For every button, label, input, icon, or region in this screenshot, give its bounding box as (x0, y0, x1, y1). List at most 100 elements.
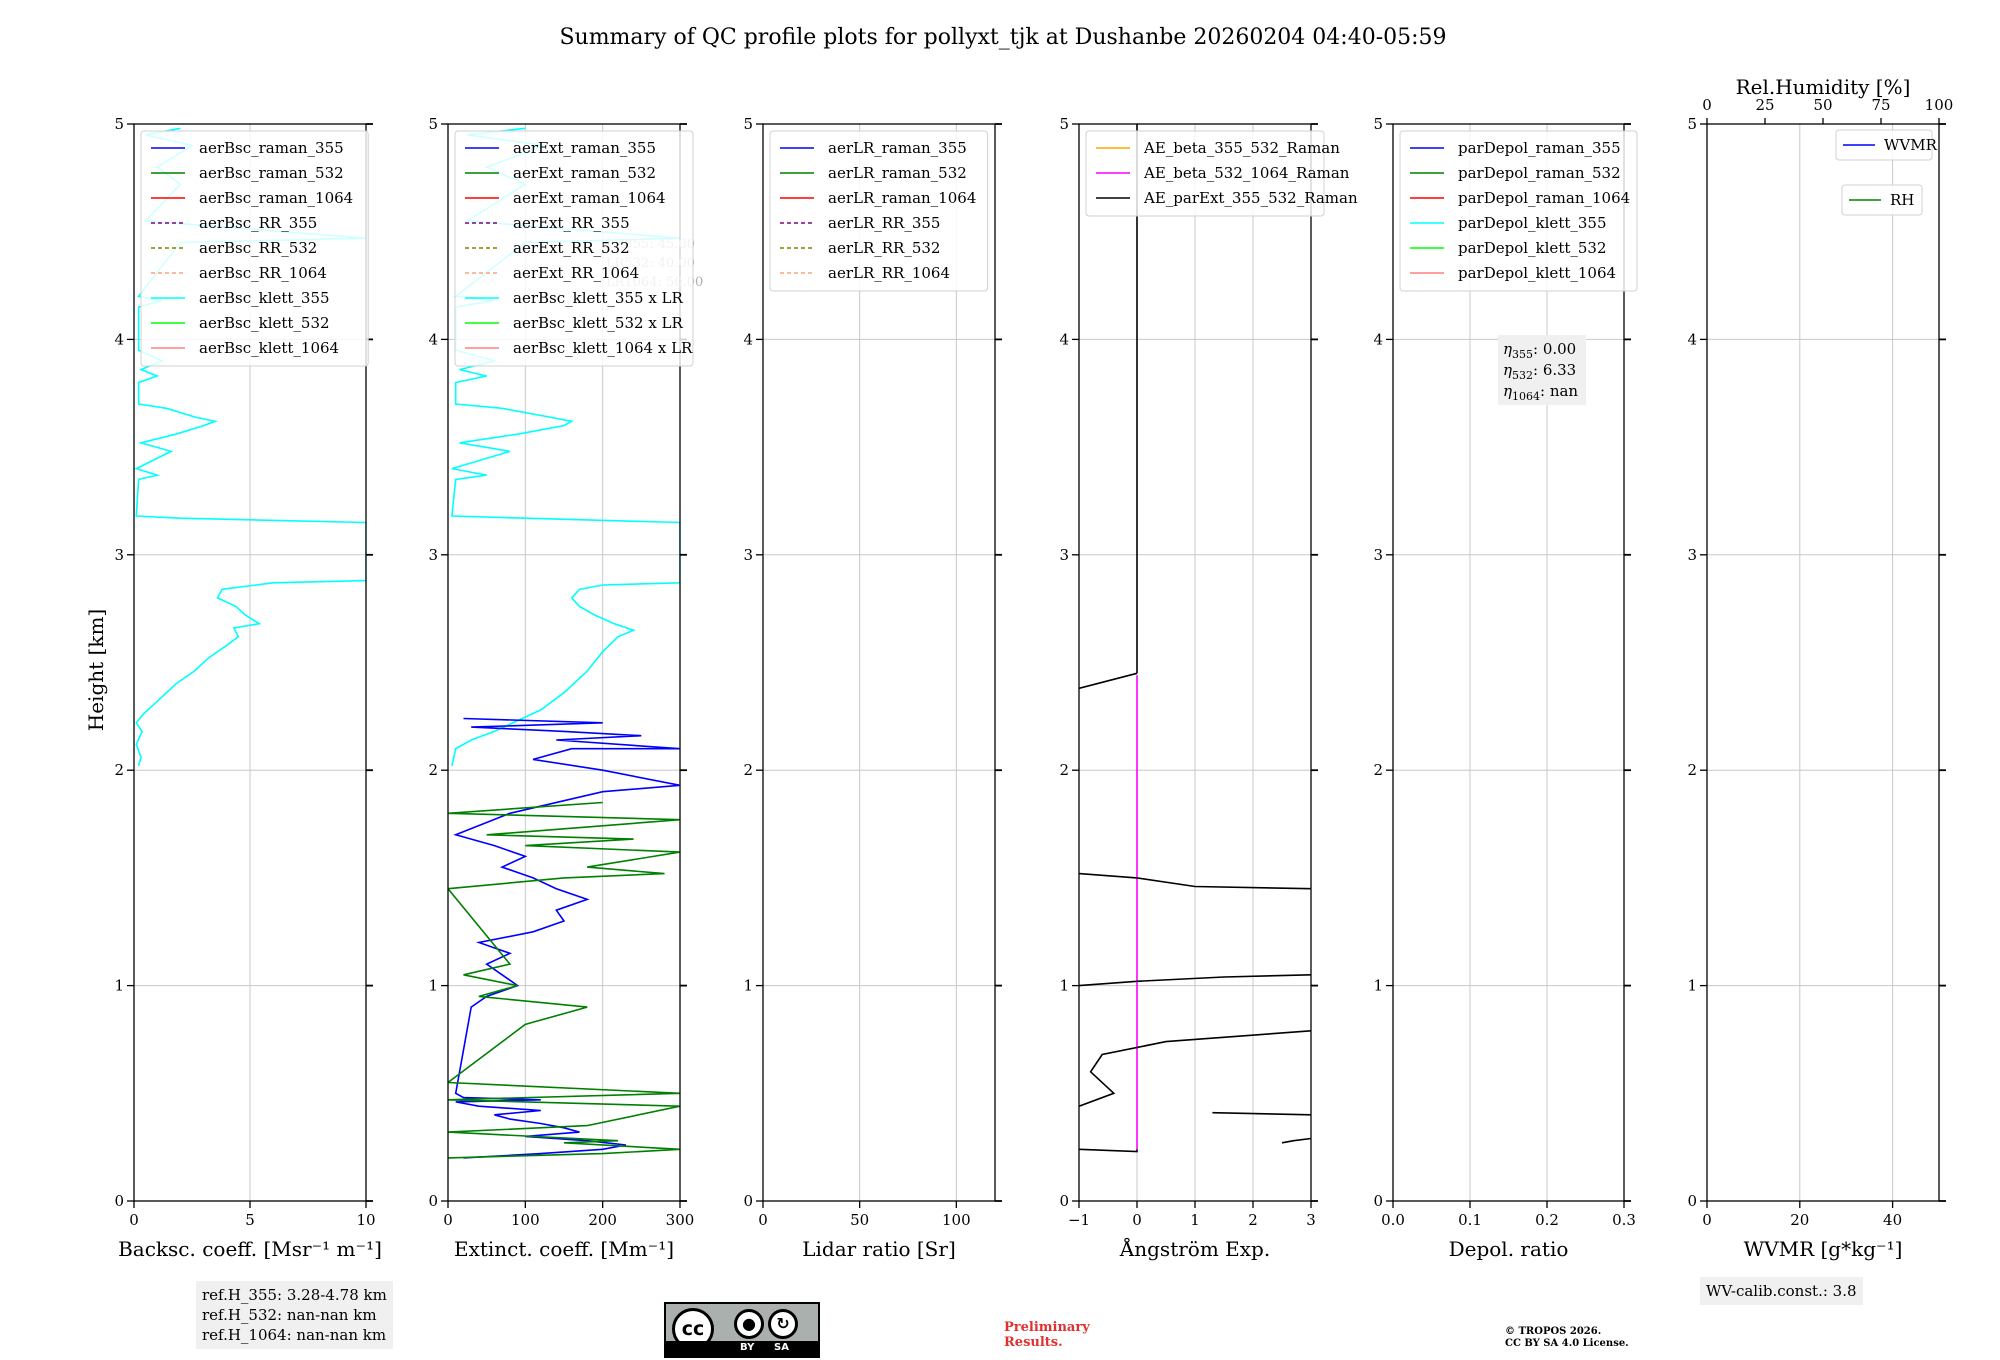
x-axis-label: Lidar ratio [Sr] (802, 1237, 956, 1261)
x-tick-label: 0 (1702, 1211, 1712, 1229)
y-tick-label: 0 (428, 1192, 438, 1210)
x-tick-label: 300 (666, 1211, 695, 1229)
y-tick-label: 0 (1373, 1192, 1383, 1210)
x-tick-label: −1 (1068, 1211, 1090, 1229)
panel-frame (762, 123, 996, 1202)
y-tick-label: 3 (1373, 546, 1383, 564)
preliminary-line-1: Preliminary (1004, 1320, 1090, 1335)
legend-label: aerExt_RR_1064 (513, 264, 639, 282)
y-tick-label: 0 (743, 1192, 753, 1210)
x-tick-label: 10 (356, 1211, 375, 1229)
legend-label: aerBsc_raman_1064 (199, 189, 353, 207)
legend-label: aerBsc_klett_355 (199, 289, 330, 307)
y-tick-label: 3 (743, 546, 753, 564)
x-axis-label: Ångström Exp. (1119, 1236, 1270, 1261)
x-tick-label: 0.0 (1381, 1211, 1405, 1229)
y-tick-label: 5 (743, 115, 753, 133)
y-tick-label: 0 (114, 1192, 124, 1210)
preliminary-line-2: Results. (1004, 1335, 1063, 1350)
legend-label: parDepol_klett_532 (1458, 239, 1607, 257)
legend-box (1399, 130, 1638, 292)
legend-label: aerExt_RR_355 (513, 214, 630, 232)
y-tick-label: 2 (1059, 761, 1069, 779)
panel-frame (1392, 123, 1625, 1202)
legend-label: aerLR_RR_355 (828, 214, 940, 232)
wv-calibration-box: WV-calib.const.: 3.8 (1700, 1277, 1863, 1305)
y-tick-label: 4 (743, 330, 753, 348)
y-tick-label: 1 (114, 977, 124, 995)
y-tick-label: 3 (1687, 546, 1697, 564)
x-tick-label: 0 (129, 1211, 139, 1229)
y-tick-label: 2 (428, 761, 438, 779)
legend-label: parDepol_klett_1064 (1458, 264, 1616, 282)
y-tick-label: 4 (114, 330, 124, 348)
legend-label: parDepol_raman_355 (1458, 139, 1621, 157)
top-x-tick-label: 100 (1925, 96, 1954, 114)
ref-height-355: ref.H_355: 3.28-4.78 km (202, 1286, 387, 1304)
y-tick-label: 1 (1687, 977, 1697, 995)
panel-backscatter: 0 1 2 3 4 5 0 5 10 Backsc. coeff. [Msr⁻¹ m⁻¹] aerB… (114, 115, 381, 1261)
legend-label: aerExt_raman_1064 (513, 189, 666, 207)
legend-label: aerBsc_raman_355 (199, 139, 344, 157)
legend-label: aerLR_raman_1064 (828, 189, 976, 207)
series-line-aerExt_raman_355 (453, 717, 680, 1159)
x-tick-label: 2 (1248, 1211, 1258, 1229)
y-tick-label: 1 (1373, 977, 1383, 995)
y-tick-label: 5 (428, 115, 438, 133)
series-line-aerExt_raman_532 (448, 801, 680, 1159)
y-tick-label: 5 (1687, 115, 1697, 133)
y-tick-label: 1 (428, 977, 438, 995)
x-axis-label: Extinct. coeff. [Mm⁻¹] (454, 1237, 674, 1261)
legend-label: AE_beta_355_532_Raman (1143, 139, 1340, 157)
legend-label: parDepol_raman_532 (1458, 164, 1621, 182)
x-tick-label: 5 (245, 1211, 255, 1229)
legend-label: aerBsc_RR_355 (199, 214, 317, 232)
ref-height-532: ref.H_532: nan-nan km (202, 1306, 377, 1324)
copyright-note: © TROPOS 2026. CC BY SA 4.0 License. (1505, 1326, 1629, 1350)
legend-label: aerBsc_klett_1064 x LR (513, 339, 693, 357)
wv-calibration-constant: WV-calib.const.: 3.8 (1706, 1282, 1857, 1300)
y-tick-label: 4 (1059, 330, 1069, 348)
figure-title: Summary of QC profile plots for pollyxt_… (559, 25, 1446, 50)
legend-label: parDepol_klett_355 (1458, 214, 1607, 232)
y-tick-label: 1 (1059, 977, 1069, 995)
legend-label: aerLR_raman_355 (828, 139, 967, 157)
top-x-tick-label: 0 (1702, 96, 1712, 114)
x-axis-label: WVMR [g*kg⁻¹] (1744, 1237, 1903, 1261)
y-tick-label: 3 (114, 546, 124, 564)
series-line-AE_parExt_355_532_Raman (1079, 974, 1311, 987)
x-tick-label: 50 (850, 1211, 869, 1229)
legend-box (1085, 130, 1325, 217)
copyright-line-1: © TROPOS 2026. (1505, 1326, 1602, 1337)
y-tick-label: 0 (1687, 1192, 1697, 1210)
series-line-AE_parExt_355_532_Raman (1212, 1111, 1311, 1116)
legend-label: aerBsc_RR_1064 (199, 264, 327, 282)
legend-label: aerBsc_raman_532 (199, 164, 344, 182)
legend-label: aerLR_RR_532 (828, 239, 940, 257)
copyright-line-2: CC BY SA 4.0 License. (1505, 1338, 1629, 1349)
y-tick-label: 2 (1373, 761, 1383, 779)
x-tick-label: 100 (942, 1211, 971, 1229)
legend-label: aerExt_raman_355 (513, 139, 656, 157)
eta-1064: η1064: nan (1503, 382, 1578, 403)
legend-label: aerBsc_klett_532 (199, 314, 330, 332)
preliminary-results-note: Preliminary Results. (1004, 1320, 1090, 1350)
cc-by-sa-license-badge[interactable]: cc ● ↻ BY SA (664, 1302, 820, 1358)
x-tick-label: 20 (1790, 1211, 1809, 1229)
legend-box (769, 130, 989, 292)
ref-height-1064: ref.H_1064: nan-nan km (202, 1326, 387, 1344)
series-line-AE_parExt_355_532_Raman (1079, 1030, 1311, 1107)
top-x-tick-label: 75 (1871, 96, 1890, 114)
eta-355: η355: 0.00 (1503, 340, 1576, 361)
panel-depolarization: 0 1 2 3 4 5 0.0 0.1 0.2 0.3 Depol. ratio parDepol_r… (1373, 115, 1638, 1261)
license-badge-bar: BY SA (666, 1341, 818, 1356)
x-tick-label: 0 (443, 1211, 453, 1229)
series-line-AE_parExt_355_532_Raman (1079, 872, 1311, 890)
y-tick-label: 5 (1373, 115, 1383, 133)
legend-label: aerLR_raman_532 (828, 164, 967, 182)
legend-label: aerExt_RR_532 (513, 239, 630, 257)
y-axis-label: Height [km] (84, 609, 108, 731)
x-axis-label: Backsc. coeff. [Msr⁻¹ m⁻¹] (118, 1237, 382, 1261)
